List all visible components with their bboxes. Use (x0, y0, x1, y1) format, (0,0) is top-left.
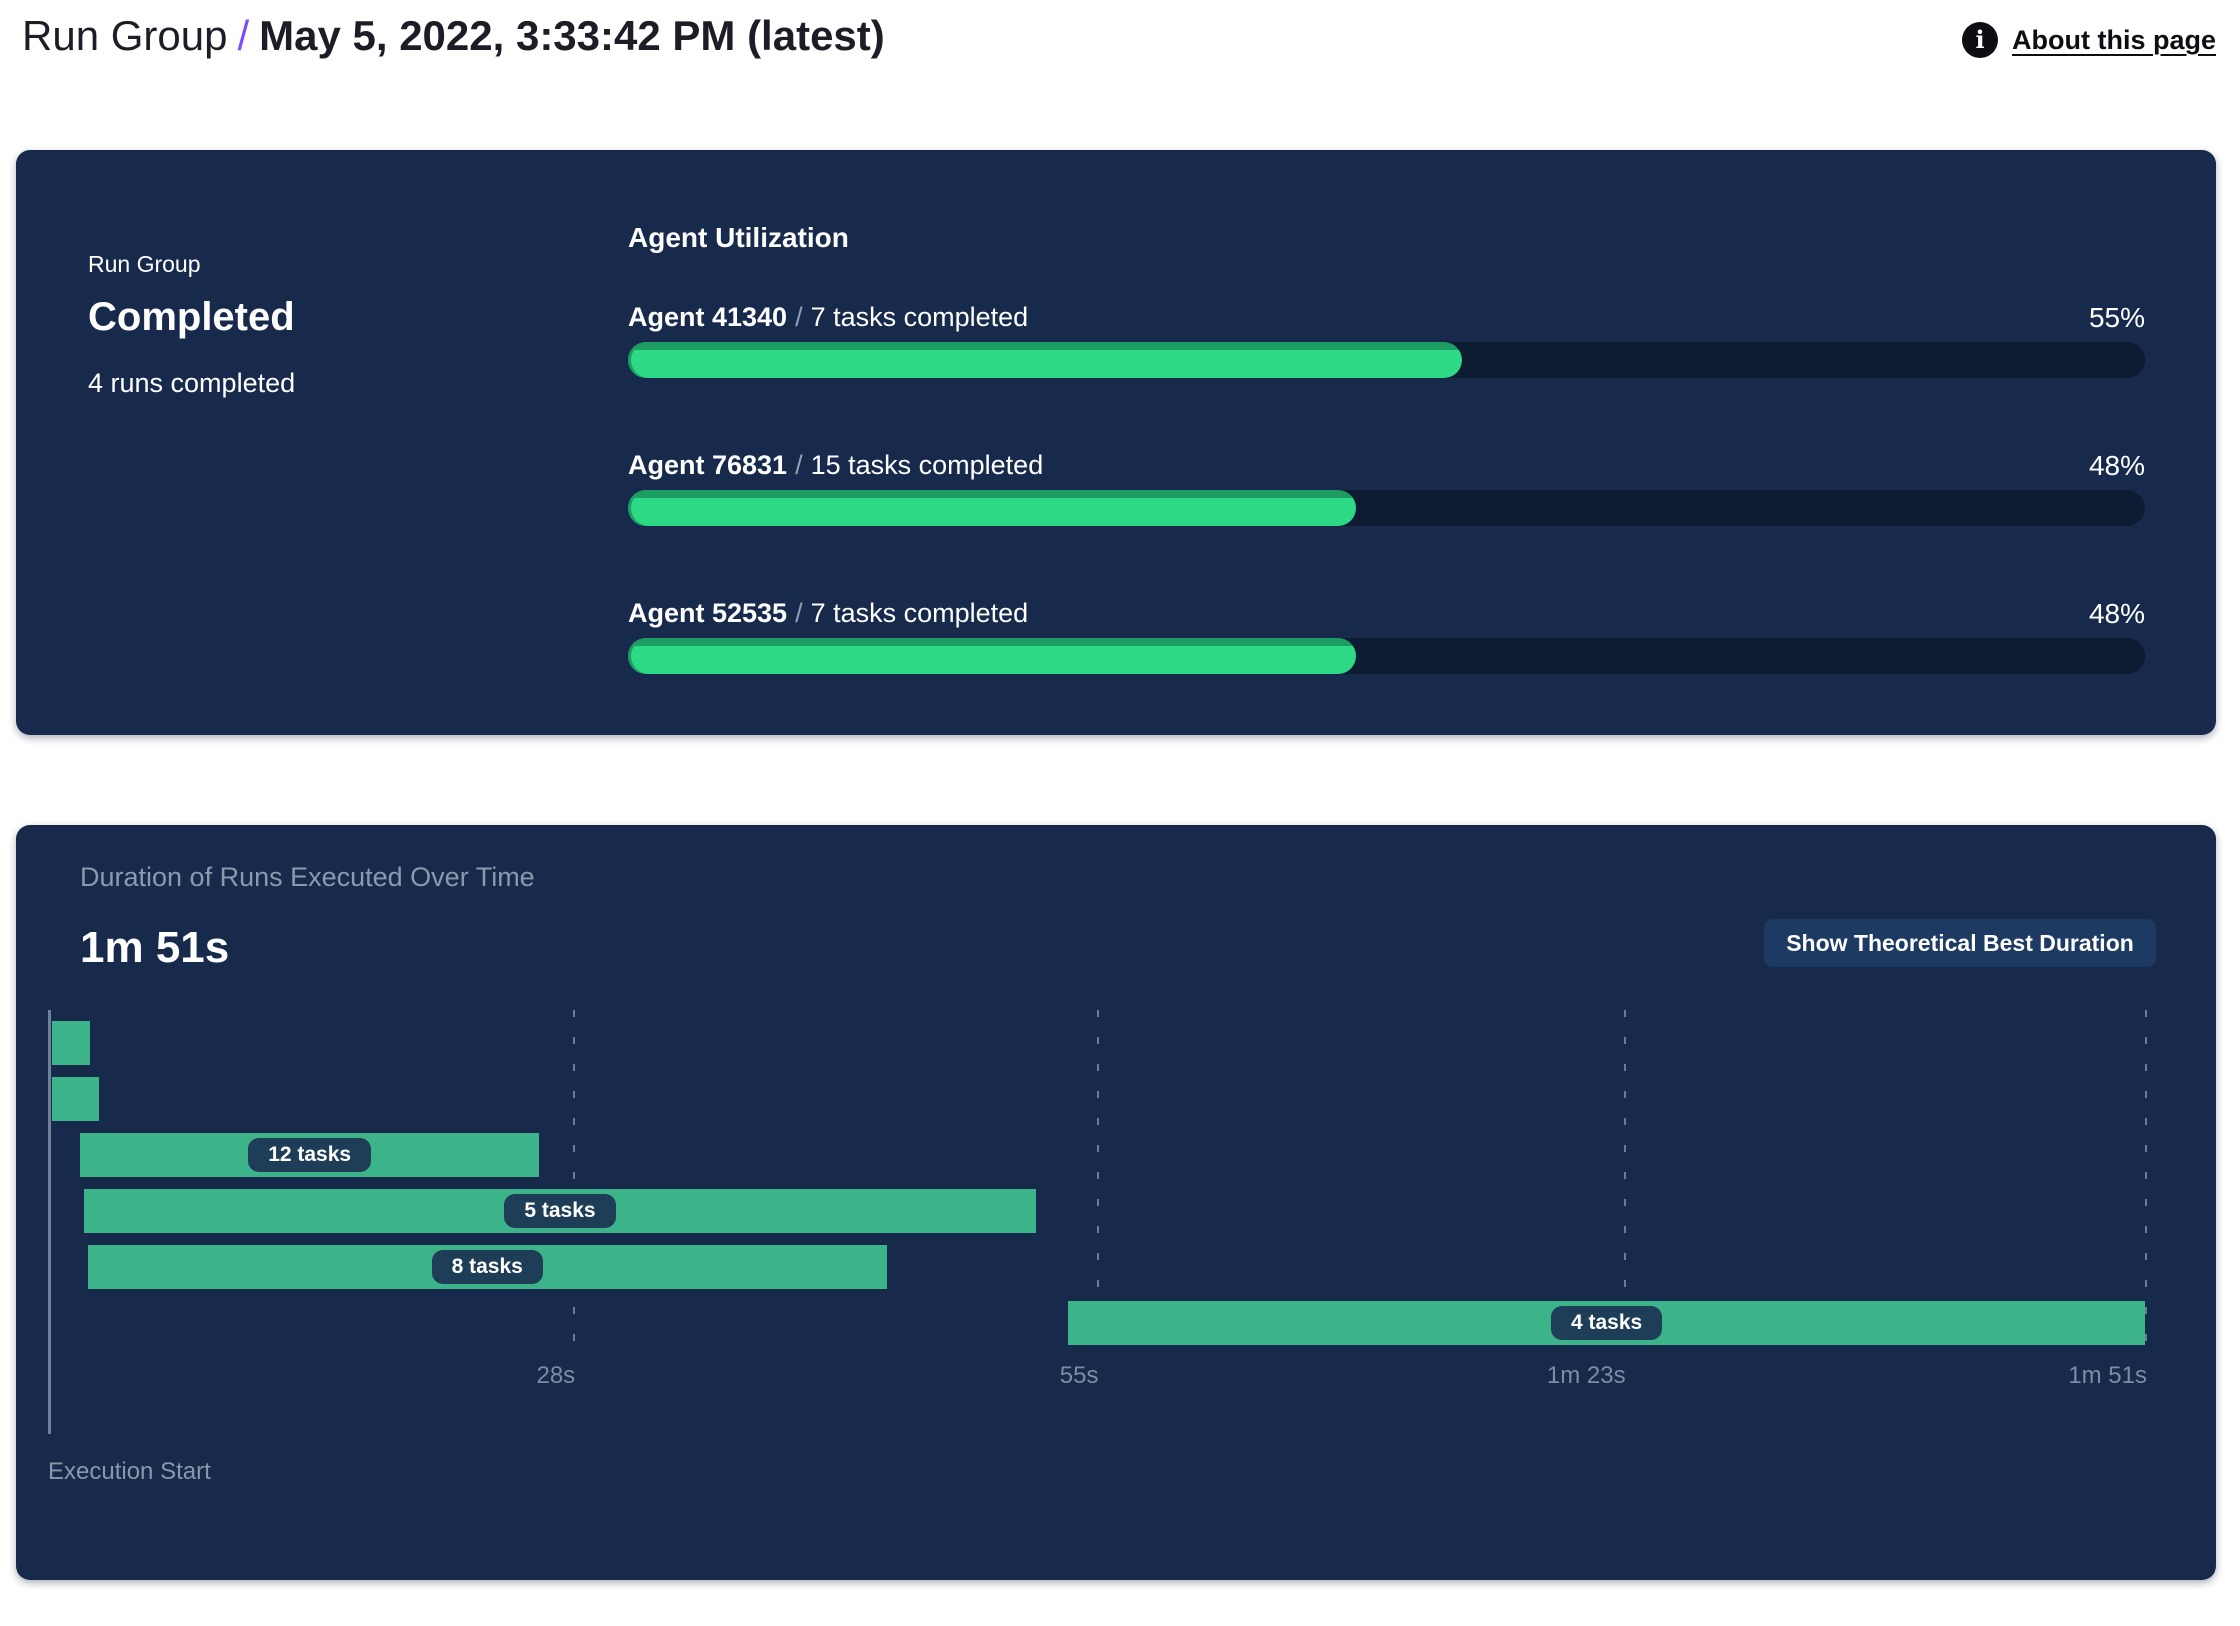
total-duration-value: 1m 51s (80, 923, 230, 972)
run-group-status-panel: Run Group Completed 4 runs completed Age… (16, 150, 2216, 735)
about-this-page-link[interactable]: i About this page (1962, 22, 2216, 58)
info-icon[interactable]: i (1962, 22, 1998, 58)
label-separator: / (795, 450, 803, 480)
gantt-tick-label: 1m 51s (2068, 1362, 2147, 1389)
gantt-tick-label: 28s (536, 1362, 576, 1389)
agent-label: Agent 76831/15 tasks completed (628, 450, 1043, 481)
utilization-bar-fill (628, 638, 1357, 674)
utilization-percentage: 48% (2088, 450, 2145, 481)
gantt-bar-task-count-pill: 4 tasks (1550, 1306, 1663, 1340)
utilization-bar-track (628, 638, 2145, 674)
show-theoretical-best-duration-button[interactable]: Show Theoretical Best Duration (1764, 919, 2156, 967)
status-badge: Completed (88, 295, 295, 339)
duration-chart-title: Duration of Runs Executed Over Time (80, 862, 535, 892)
run-group-kicker: Run Group (88, 251, 201, 277)
runs-completed-summary: 4 runs completed (88, 368, 296, 398)
gantt-tick-label: 1m 23s (1546, 1362, 1626, 1389)
agent-utilization-row: Agent 41340/7 tasks completed 55% (628, 302, 2145, 422)
gantt-run-bar[interactable]: 5 tasks (83, 1189, 1037, 1233)
agent-label: Agent 41340/7 tasks completed (628, 302, 1028, 333)
utilization-bar-fill (628, 342, 1463, 378)
gantt-tick-label: 55s (1059, 1362, 1099, 1389)
breadcrumb-root: Run Group (22, 12, 228, 59)
execution-start-axis-line (48, 1010, 51, 1434)
agent-label: Agent 52535/7 tasks completed (628, 598, 1028, 629)
page-header: Run Group / May 5, 2022, 3:33:42 PM (lates… (0, 0, 2240, 92)
agent-utilization-title: Agent Utilization (628, 222, 849, 253)
gantt-gridline (2145, 1010, 2147, 1355)
gantt-run-bar[interactable]: 12 tasks (80, 1133, 540, 1177)
duration-chart-panel: Duration of Runs Executed Over Time 1m 5… (16, 825, 2216, 1580)
gantt-bar-task-count-pill: 8 tasks (431, 1250, 543, 1284)
agent-tasks: 15 tasks completed (810, 450, 1044, 480)
gantt-bar-task-count-pill: 12 tasks (248, 1138, 372, 1172)
about-link-label[interactable]: About this page (2012, 24, 2216, 55)
gantt-gridline (1623, 1010, 1626, 1355)
gantt-run-bar[interactable]: 8 tasks (87, 1245, 887, 1289)
breadcrumb-separator: / (237, 12, 250, 59)
label-separator: / (795, 302, 803, 332)
utilization-bar-fill (628, 490, 1357, 526)
breadcrumb: Run Group / May 5, 2022, 3:33:42 PM (lates… (22, 8, 885, 64)
gantt-bar-task-count-pill: 5 tasks (504, 1194, 616, 1228)
utilization-percentage: 48% (2088, 598, 2145, 629)
agent-utilization-row: Agent 52535/7 tasks completed 48% (628, 598, 2145, 718)
gantt-run-bar[interactable]: 4 tasks (1068, 1301, 2145, 1345)
utilization-bar-track (628, 342, 2145, 378)
agent-tasks: 7 tasks completed (810, 302, 1029, 332)
gantt-run-bar[interactable] (51, 1077, 99, 1121)
agent-name: Agent 41340 (628, 302, 788, 332)
page-title: May 5, 2022, 3:33:42 PM (latest) (259, 12, 885, 59)
agent-name: Agent 76831 (628, 450, 788, 480)
agent-utilization-row: Agent 76831/15 tasks completed 48% (628, 450, 2145, 570)
agent-name: Agent 52535 (628, 598, 788, 628)
gantt-gridline (573, 1010, 576, 1355)
agent-tasks: 7 tasks completed (810, 598, 1029, 628)
gantt-chart-area: Execution Start 28s 55s 1m 23s 1m 51s 12 tas… (48, 1010, 2208, 1520)
execution-start-label: Execution Start (48, 1458, 211, 1485)
gantt-run-bar[interactable] (51, 1021, 90, 1065)
utilization-bar-track (628, 490, 2145, 526)
gantt-gridline (1096, 1010, 1099, 1355)
utilization-percentage: 55% (2088, 302, 2145, 333)
label-separator: / (795, 598, 803, 628)
